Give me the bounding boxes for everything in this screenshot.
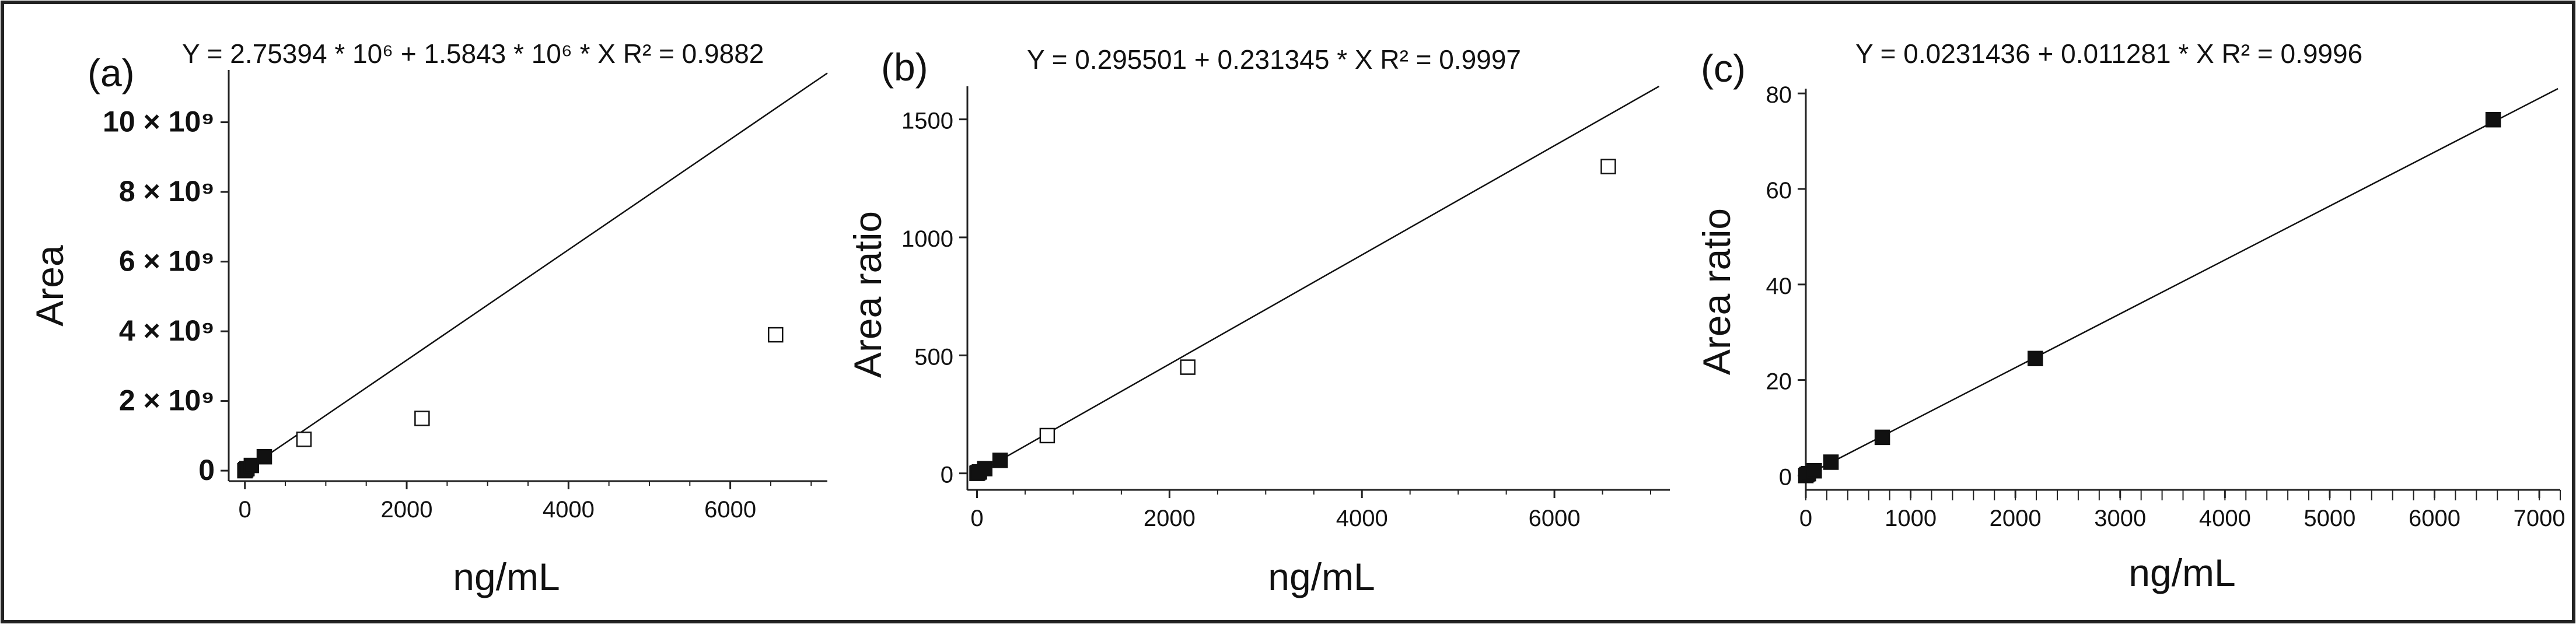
panel-c-data-point: [2028, 350, 2043, 367]
panel-b-data-point: [1039, 427, 1055, 444]
panel-b: (b) Y = 0.295501 + 0.231345 * X R² = 0.9…: [846, 44, 1670, 598]
panel-c-data-point: [1874, 429, 1890, 446]
panel-a-x-tick-label: 2000: [381, 497, 433, 523]
panel-a-data-point: [296, 432, 312, 447]
panel-a-y-tick-label: 2 × 10⁹: [119, 384, 215, 417]
panel-c-data-point: [2485, 111, 2501, 128]
panel-b-data-point: [1180, 359, 1196, 375]
panel-b-x-axis-title: ng/mL: [1268, 555, 1375, 598]
panel-b-data-point: [977, 461, 992, 476]
panel-c-data-point: [1823, 454, 1839, 470]
panel-c-x-tick-label: 2000: [1990, 506, 2042, 531]
panel-c-y-tick-label: 0: [1779, 464, 1792, 490]
panel-b-label: (b): [881, 45, 928, 89]
panel-a-plot: 0 2000 4000 6000 0 2 × 10⁹ 4 × 10⁹ 6 × 10⁹ 8 × 1…: [103, 70, 828, 523]
panel-c-y-tick-label: 20: [1766, 369, 1792, 395]
panel-b-x-tick-label: 4000: [1336, 506, 1388, 531]
panel-b-fit-line: [976, 85, 1660, 474]
panel-a-x-tick-label: 6000: [704, 497, 756, 523]
panel-b-y-tick-label: 1000: [901, 226, 953, 252]
panel-b-data-point: [1600, 159, 1616, 174]
panel-c-x-tick-label: 1000: [1885, 506, 1937, 531]
panel-a-x-tick-label: 4000: [543, 497, 595, 523]
panel-b-y-tick-label: 0: [941, 462, 953, 488]
panel-b-x-tick-label: 0: [970, 506, 983, 531]
panel-c-x-tick-label: 7000: [2514, 506, 2565, 531]
panel-a-y-tick-label: 0: [198, 454, 215, 486]
panel-c-fit-line: [1805, 87, 2558, 476]
panel-b-equation: Y = 0.295501 + 0.231345 * X R² = 0.9997: [1027, 44, 1521, 75]
panel-b-data-point: [992, 453, 1008, 468]
panel-a-y-tick-label: 4 × 10⁹: [119, 314, 215, 347]
panel-b-y-tick-label: 1500: [901, 108, 953, 134]
panel-c: (c) Y = 0.0231436 + 0.011281 * X R² = 0.…: [1695, 38, 2565, 594]
panel-b-y-axis-title: Area ratio: [846, 211, 889, 378]
panel-c-x-tick-label: 3000: [2094, 506, 2146, 531]
panel-b-y-tick-label: 500: [914, 344, 953, 370]
panel-a-x-tick-label: 0: [239, 497, 251, 523]
panel-c-x-tick-label: 0: [1799, 506, 1812, 531]
panel-a-data-point: [414, 411, 430, 426]
panel-a-equation: Y = 2.75394 * 10⁶ + 1.5843 * 10⁶ * X R² …: [182, 38, 764, 69]
panel-a-y-tick-label: 6 × 10⁹: [119, 245, 215, 278]
panel-a-data-point: [768, 327, 784, 343]
panel-a-x-axis-title: ng/mL: [453, 555, 560, 598]
panel-c-label: (c): [1701, 47, 1746, 90]
panel-c-data-point: [1806, 462, 1822, 479]
panel-c-x-axis-title: ng/mL: [2128, 551, 2235, 594]
panel-a-y-tick-label: 10 × 10⁹: [103, 106, 215, 138]
panel-c-x-tick-label: 6000: [2409, 506, 2460, 531]
panel-a-data-point: [256, 448, 272, 465]
panel-c-x-tick-label: 4000: [2199, 506, 2251, 531]
panel-a-data-point: [243, 457, 260, 474]
panel-c-plot: 0 1000 2000 3000 4000 5000 6000 7000 0 20 40 60 80: [1766, 82, 2565, 531]
panel-b-plot: 0 2000 4000 6000 0 500 1000 1500: [901, 85, 1670, 531]
panel-c-y-tick-label: 80: [1766, 82, 1792, 108]
panel-c-equation: Y = 0.0231436 + 0.011281 * X R² = 0.9996: [1855, 38, 2362, 69]
panel-c-x-tick-label: 5000: [2304, 506, 2355, 531]
panel-a-y-axis-title: Area: [28, 245, 71, 327]
panel-c-y-tick-label: 60: [1766, 178, 1792, 204]
panel-c-y-tick-label: 40: [1766, 274, 1792, 299]
panel-c-y-axis-title: Area ratio: [1695, 208, 1738, 375]
panel-b-x-tick-label: 6000: [1529, 506, 1581, 531]
panel-a: (a) Y = 2.75394 * 10⁶ + 1.5843 * 10⁶ * X…: [28, 38, 828, 598]
panel-a-label: (a): [88, 51, 135, 94]
panel-a-fit-line: [244, 72, 828, 471]
panel-a-y-tick-label: 8 × 10⁹: [119, 175, 215, 208]
panel-b-x-tick-label: 2000: [1144, 506, 1196, 531]
